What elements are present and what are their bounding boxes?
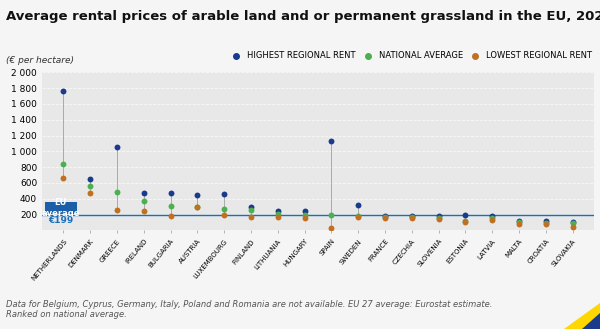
Point [461, 213, 470, 218]
Point [300, 212, 310, 217]
Point [568, 224, 577, 230]
Point [514, 222, 524, 227]
Point [85, 190, 95, 196]
Point [353, 215, 363, 220]
Point [300, 209, 310, 214]
Point [59, 161, 68, 166]
Point [380, 214, 390, 219]
Point [246, 214, 256, 219]
Point [59, 176, 68, 181]
Legend: HIGHEST REGIONAL RENT, NATIONAL AVERAGE, LOWEST REGIONAL RENT: HIGHEST REGIONAL RENT, NATIONAL AVERAGE,… [224, 48, 595, 64]
Point [434, 214, 443, 219]
Point [193, 204, 202, 209]
Point [139, 190, 149, 196]
Point [487, 218, 497, 223]
Point [59, 89, 68, 94]
Point [326, 225, 336, 231]
Point [220, 191, 229, 197]
Point [407, 213, 416, 218]
Point [220, 206, 229, 211]
Point [112, 207, 122, 213]
Point [407, 215, 416, 221]
Point [139, 198, 149, 203]
Point [166, 190, 175, 196]
Point [461, 218, 470, 224]
Point [353, 214, 363, 219]
Text: Average rental prices of arable land and or permanent grassland in the EU, 2022: Average rental prices of arable land and… [6, 10, 600, 23]
Point [193, 192, 202, 197]
Point [487, 214, 497, 219]
Point [85, 184, 95, 189]
Point [166, 203, 175, 209]
Point [326, 139, 336, 144]
Point [246, 205, 256, 210]
Point [568, 220, 577, 226]
Text: EU
average: EU average [41, 198, 80, 217]
Point [300, 215, 310, 220]
Point [434, 216, 443, 222]
Point [461, 219, 470, 225]
Point [380, 214, 390, 219]
Point [166, 213, 175, 218]
Point [273, 211, 283, 216]
FancyBboxPatch shape [44, 202, 77, 214]
Text: Data for Belgium, Cyprus, Germany, Italy, Poland and Romania are not available. : Data for Belgium, Cyprus, Germany, Italy… [6, 300, 493, 319]
Point [434, 215, 443, 221]
Point [514, 218, 524, 223]
Point [487, 215, 497, 221]
Point [514, 220, 524, 225]
Point [112, 190, 122, 195]
Text: €199: €199 [48, 216, 73, 225]
Point [541, 218, 551, 223]
Point [541, 222, 551, 227]
Point [112, 145, 122, 150]
Text: (€ per hectare): (€ per hectare) [6, 56, 74, 65]
Point [193, 205, 202, 210]
Point [220, 213, 229, 218]
Point [380, 215, 390, 221]
Point [568, 219, 577, 224]
Point [407, 215, 416, 220]
Point [541, 220, 551, 225]
Point [353, 202, 363, 208]
Point [246, 208, 256, 213]
Point [326, 212, 336, 217]
Point [139, 208, 149, 213]
Point [273, 214, 283, 219]
Point [273, 209, 283, 214]
Point [85, 176, 95, 182]
